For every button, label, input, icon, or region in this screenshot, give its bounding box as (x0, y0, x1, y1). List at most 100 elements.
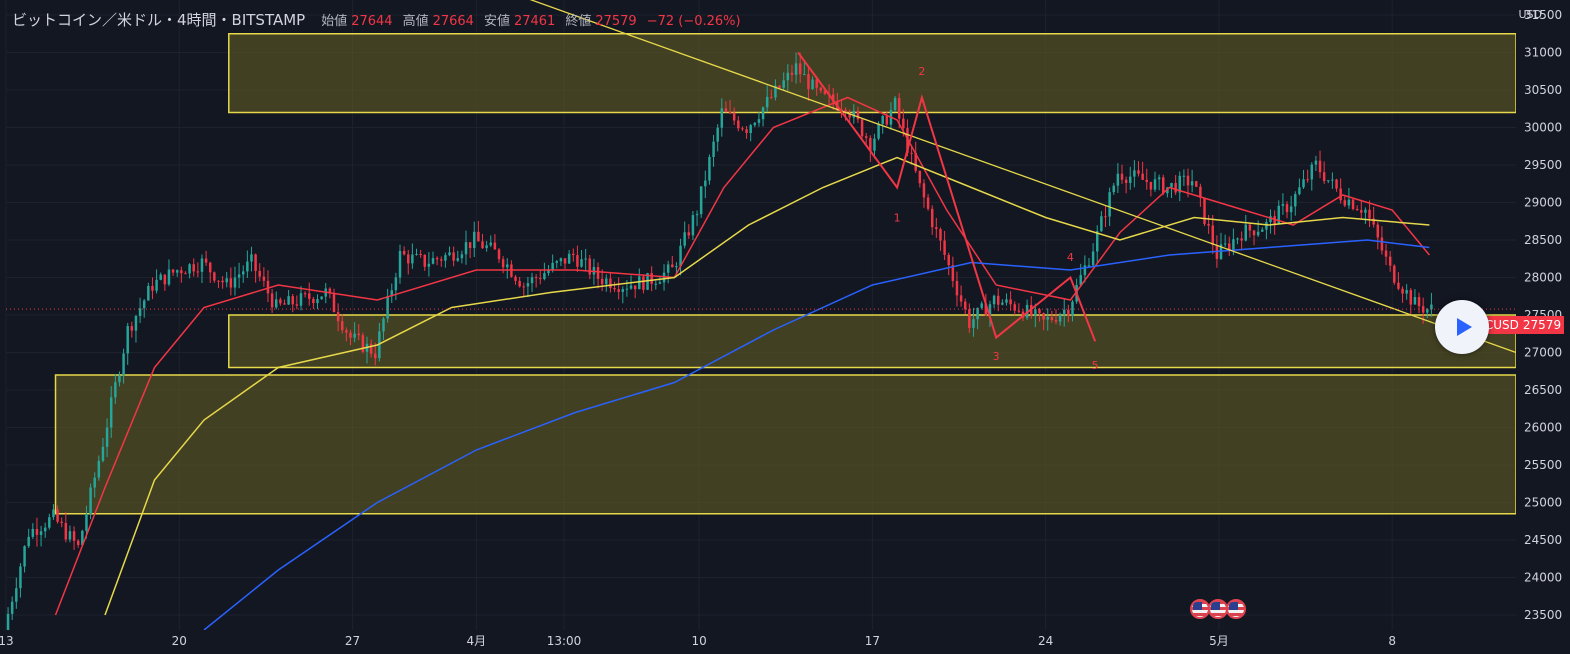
candle-body (291, 296, 294, 305)
candle-body (316, 299, 319, 304)
candle-body (1034, 309, 1037, 316)
candle-body (68, 531, 72, 540)
time-axis-bg (0, 630, 1570, 654)
candle-body (633, 285, 637, 290)
candle-body (1343, 200, 1347, 206)
candle-body (712, 141, 715, 157)
candle-body (1393, 265, 1396, 283)
candle-body (860, 119, 864, 137)
candle-body (402, 250, 406, 255)
candle-body (530, 277, 534, 284)
candle-body (468, 242, 472, 248)
candle-body (749, 125, 752, 133)
us-flag-icon[interactable] (1190, 599, 1210, 619)
candle-body (1228, 243, 1231, 250)
candle-body (897, 98, 901, 119)
candle-body (1195, 181, 1198, 187)
candle-body (737, 120, 740, 129)
candle-body (320, 296, 323, 300)
candle-body (1108, 192, 1111, 217)
trendline (529, 0, 1517, 354)
candle-body (419, 253, 422, 255)
candle-body (1162, 177, 1165, 194)
candle-body (794, 63, 798, 75)
candle-body (522, 286, 526, 288)
moving-average-line (54, 96, 1430, 616)
candle-body (357, 333, 360, 336)
price-tick-label: 25000 (1524, 496, 1562, 510)
us-flag-icon[interactable] (1226, 599, 1246, 619)
candle-body (1240, 238, 1243, 241)
time-axis[interactable]: 13 20 27 4月 13:00 10 17 24 5月 8 (0, 630, 1570, 654)
close-label: 終値 (565, 14, 592, 29)
candle-body (753, 122, 757, 126)
candle-body (1347, 199, 1351, 206)
candle-body (1211, 225, 1214, 245)
candle-body (658, 282, 662, 284)
currency-label[interactable]: USD (1518, 8, 1542, 21)
support-resistance-zone (228, 33, 1517, 114)
price-tick-label: 31500 (1524, 8, 1562, 22)
candle-body (613, 287, 616, 290)
candle-body (1170, 183, 1173, 188)
zones[interactable] (54, 33, 1517, 515)
us-flag-icon[interactable] (1208, 599, 1228, 619)
candle-body (1157, 177, 1161, 180)
candle-body (435, 258, 439, 260)
candle-body (155, 279, 158, 291)
candle-body (48, 517, 51, 528)
candle-body (1013, 304, 1016, 311)
candle-body (720, 108, 724, 128)
candle-body (943, 240, 946, 255)
candle-body (518, 280, 521, 287)
candle-body (675, 266, 678, 268)
price-tick-label: 24500 (1524, 533, 1562, 547)
candle-body (1186, 175, 1190, 186)
candle-body (906, 128, 909, 153)
wave-layer[interactable]: 1 2 3 4 5 (797, 51, 1099, 373)
candle-body (1087, 265, 1091, 267)
candle-body (514, 276, 517, 281)
candle-body (1430, 304, 1433, 310)
candle-body (704, 180, 707, 187)
candle-body (980, 303, 983, 308)
trendline-layer[interactable] (6, 0, 1517, 354)
candle-body (1133, 170, 1136, 177)
candle-body (1417, 297, 1421, 307)
candle-body (600, 278, 604, 285)
candle-body (56, 509, 59, 522)
candle-body (464, 242, 468, 255)
play-icon[interactable] (1435, 300, 1489, 354)
candle-body (1281, 204, 1285, 206)
candle-body (1252, 230, 1256, 236)
candle-body (708, 156, 711, 181)
candle-body (147, 285, 150, 301)
elliott-wave-line (797, 51, 1097, 342)
close-value: 27579 (595, 14, 637, 29)
candle-body (440, 259, 443, 261)
high-value: 27664 (432, 14, 474, 29)
candle-body (188, 264, 191, 274)
candle-body (543, 273, 546, 280)
economic-events[interactable] (1190, 599, 1246, 619)
candle-body (1199, 186, 1202, 198)
candle-body (452, 252, 455, 261)
symbol-title[interactable]: ビットコイン／米ドル・4時間・BITSTAMP (12, 11, 306, 29)
candle-body (361, 335, 365, 352)
candle-body (1256, 231, 1260, 236)
candle-body (642, 276, 645, 290)
candle-body (64, 522, 68, 540)
candle-body (258, 270, 261, 277)
candle-body (559, 258, 563, 262)
candle-body (1351, 199, 1355, 209)
candle-body (778, 85, 781, 88)
moving-averages (54, 96, 1430, 631)
candle-body (1314, 160, 1318, 165)
wave-label: 3 (993, 350, 1000, 363)
candle-body (918, 170, 922, 184)
candle-body (1203, 197, 1206, 225)
time-tick-label: 13 (0, 634, 14, 648)
candle-body (1294, 194, 1297, 207)
